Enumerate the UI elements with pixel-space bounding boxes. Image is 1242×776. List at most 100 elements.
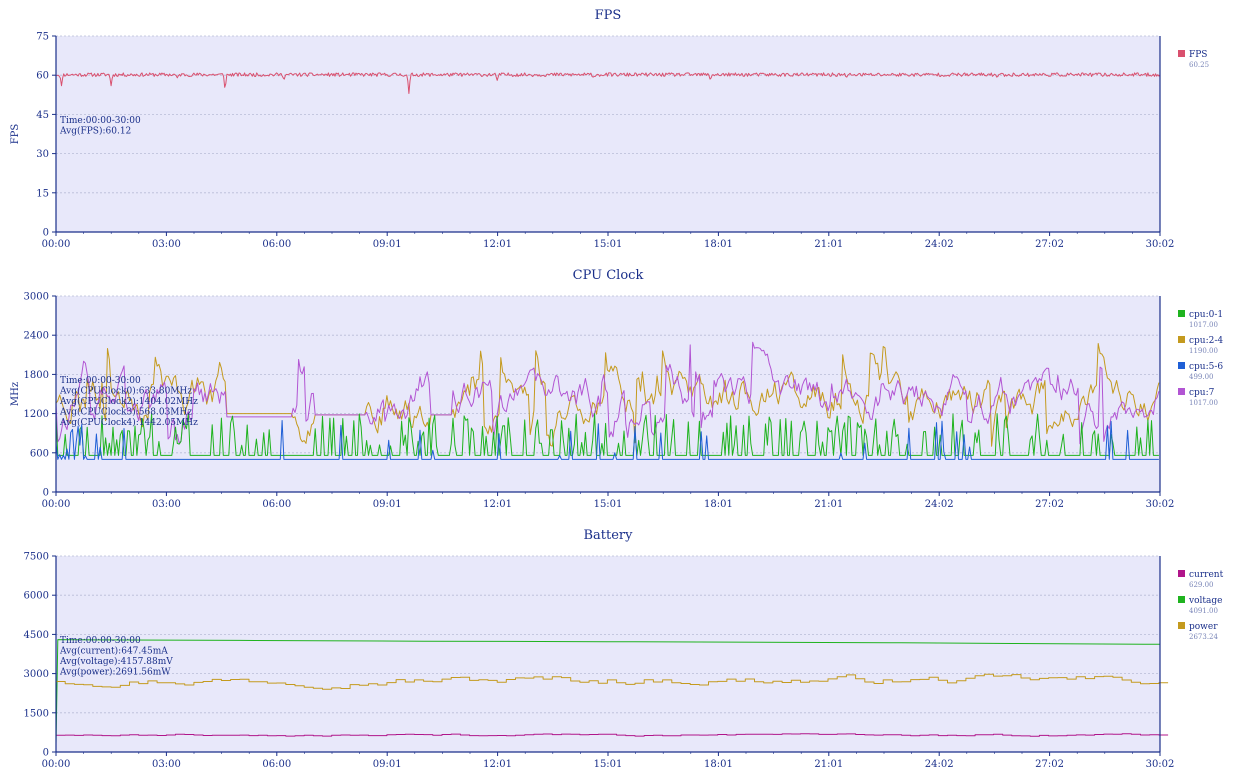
chart-title: CPU Clock — [573, 268, 644, 283]
series-line-voltage — [55, 639, 1161, 745]
x-tick-label: 21:01 — [814, 239, 843, 250]
legend-swatch — [1178, 570, 1185, 577]
y-tick-label: 0 — [43, 228, 49, 239]
y-tick-label: 3000 — [24, 669, 49, 680]
series-line-power — [55, 673, 1169, 752]
legend-label: voltage — [1188, 596, 1222, 606]
plot-area — [56, 556, 1160, 752]
x-tick-label: 30:02 — [1146, 239, 1175, 250]
legend-value: 2673.24 — [1189, 633, 1218, 641]
x-tick-label: 09:01 — [373, 499, 402, 510]
annotation-line: Avg(power):2691.56mW — [59, 667, 171, 678]
legend-value: 4091.00 — [1189, 607, 1218, 615]
y-axis-label: MHz — [10, 382, 21, 406]
y-tick-label: 2400 — [24, 331, 49, 342]
y-axis-label: FPS — [10, 124, 21, 145]
x-tick-label: 06:00 — [262, 499, 291, 510]
x-tick-label: 27:02 — [1035, 239, 1064, 250]
chart-panel-0: 75 60 45 30 15 000:00 03:00 06:00 09:01 12:01 15:0… — [10, 8, 1209, 250]
x-tick-label: 27:02 — [1035, 759, 1064, 770]
legend-value: 1017.00 — [1189, 321, 1218, 329]
annotation-line: Avg(current):647.45mA — [59, 646, 168, 657]
x-tick-label: 00:00 — [42, 239, 71, 250]
x-tick-label: 03:00 — [152, 499, 181, 510]
legend-label: cpu:7 — [1189, 388, 1215, 398]
y-tick-label: 60 — [36, 71, 49, 82]
y-tick-label: 4500 — [24, 630, 49, 641]
annotation-line: Avg(CPUClock4):1442.05MHz — [59, 417, 198, 428]
chart-title: Battery — [583, 528, 633, 543]
y-tick-label: 45 — [36, 110, 49, 121]
series-line-FPS — [55, 72, 1161, 94]
legend-value: 499.00 — [1189, 373, 1214, 381]
y-tick-label: 75 — [36, 32, 49, 43]
x-tick-label: 03:00 — [152, 239, 181, 250]
annotation-line: Time:00:00-30:00 — [60, 636, 141, 646]
series-line-cpu-5-6 — [55, 420, 1159, 460]
annotation-line: Time:00:00-30:00 — [60, 376, 141, 386]
series-line-cpu-0-1 — [55, 413, 1159, 456]
annotation-line: Avg(FPS):60.12 — [59, 126, 131, 137]
annotation-line: Avg(CPUClock2):1404.02MHz — [59, 396, 198, 407]
series-line-cpu-2-4 — [55, 343, 1160, 447]
y-tick-label: 1800 — [24, 370, 49, 381]
legend-label: FPS — [1189, 50, 1207, 60]
series-line-current — [55, 733, 1169, 752]
x-tick-label: 21:01 — [814, 499, 843, 510]
chart-title: FPS — [595, 8, 622, 23]
legend-label: power — [1189, 622, 1218, 632]
legend-swatch — [1178, 310, 1185, 317]
chart-panel-2: 7500 6000 4500 3000 1500 000:00 03:00 06:00 09:0… — [24, 528, 1224, 770]
x-tick-label: 24:02 — [925, 499, 954, 510]
x-tick-label: 30:02 — [1146, 499, 1175, 510]
legend-swatch — [1178, 622, 1185, 629]
plot-area — [56, 36, 1160, 232]
x-tick-label: 18:01 — [704, 499, 733, 510]
plot-area — [56, 296, 1160, 492]
series-line-cpu-7 — [55, 341, 1160, 445]
x-tick-label: 12:01 — [483, 499, 512, 510]
x-tick-label: 15:01 — [594, 759, 623, 770]
legend-swatch — [1178, 596, 1185, 603]
x-tick-label: 15:01 — [594, 239, 623, 250]
x-tick-label: 00:00 — [42, 499, 71, 510]
legend-swatch — [1178, 336, 1185, 343]
x-tick-label: 24:02 — [925, 239, 954, 250]
x-tick-label: 18:01 — [704, 759, 733, 770]
legend-swatch — [1178, 362, 1185, 369]
x-tick-label: 12:01 — [483, 239, 512, 250]
annotation-line: Avg(voltage):4157.88mV — [59, 656, 173, 667]
legend-swatch — [1178, 50, 1185, 57]
legend-value: 629.00 — [1189, 581, 1214, 589]
chart-panel-1: 3000 2400 1800 1200 600 000:00 03:00 06:00 09:01… — [10, 268, 1223, 510]
x-tick-label: 06:00 — [262, 759, 291, 770]
y-tick-label: 0 — [43, 488, 49, 499]
x-tick-label: 24:02 — [925, 759, 954, 770]
y-tick-label: 3000 — [24, 292, 49, 303]
annotation-line: Avg(CPUClock0):633.80MHz — [59, 386, 192, 397]
annotation-line: Avg(CPUClock3):568.03MHz — [59, 407, 192, 418]
y-tick-label: 7500 — [24, 552, 49, 563]
x-tick-label: 06:00 — [262, 239, 291, 250]
y-tick-label: 0 — [43, 748, 49, 759]
legend-value: 60.25 — [1189, 61, 1209, 69]
x-tick-label: 03:00 — [152, 759, 181, 770]
x-tick-label: 00:00 — [42, 759, 71, 770]
x-tick-label: 21:01 — [814, 759, 843, 770]
legend-label: cpu:5-6 — [1189, 362, 1223, 372]
x-tick-label: 15:01 — [594, 499, 623, 510]
legend-label: cpu:2-4 — [1189, 336, 1223, 346]
y-tick-label: 15 — [36, 188, 49, 199]
legend-swatch — [1178, 388, 1185, 395]
annotation-line: Time:00:00-30:00 — [60, 116, 141, 126]
y-tick-label: 6000 — [24, 591, 49, 602]
legend-label: cpu:0-1 — [1189, 310, 1223, 320]
x-tick-label: 09:01 — [373, 759, 402, 770]
x-tick-label: 27:02 — [1035, 499, 1064, 510]
legend-label: current — [1189, 570, 1224, 580]
y-tick-label: 1500 — [24, 708, 49, 719]
x-tick-label: 18:01 — [704, 239, 733, 250]
y-tick-label: 1200 — [24, 409, 49, 420]
